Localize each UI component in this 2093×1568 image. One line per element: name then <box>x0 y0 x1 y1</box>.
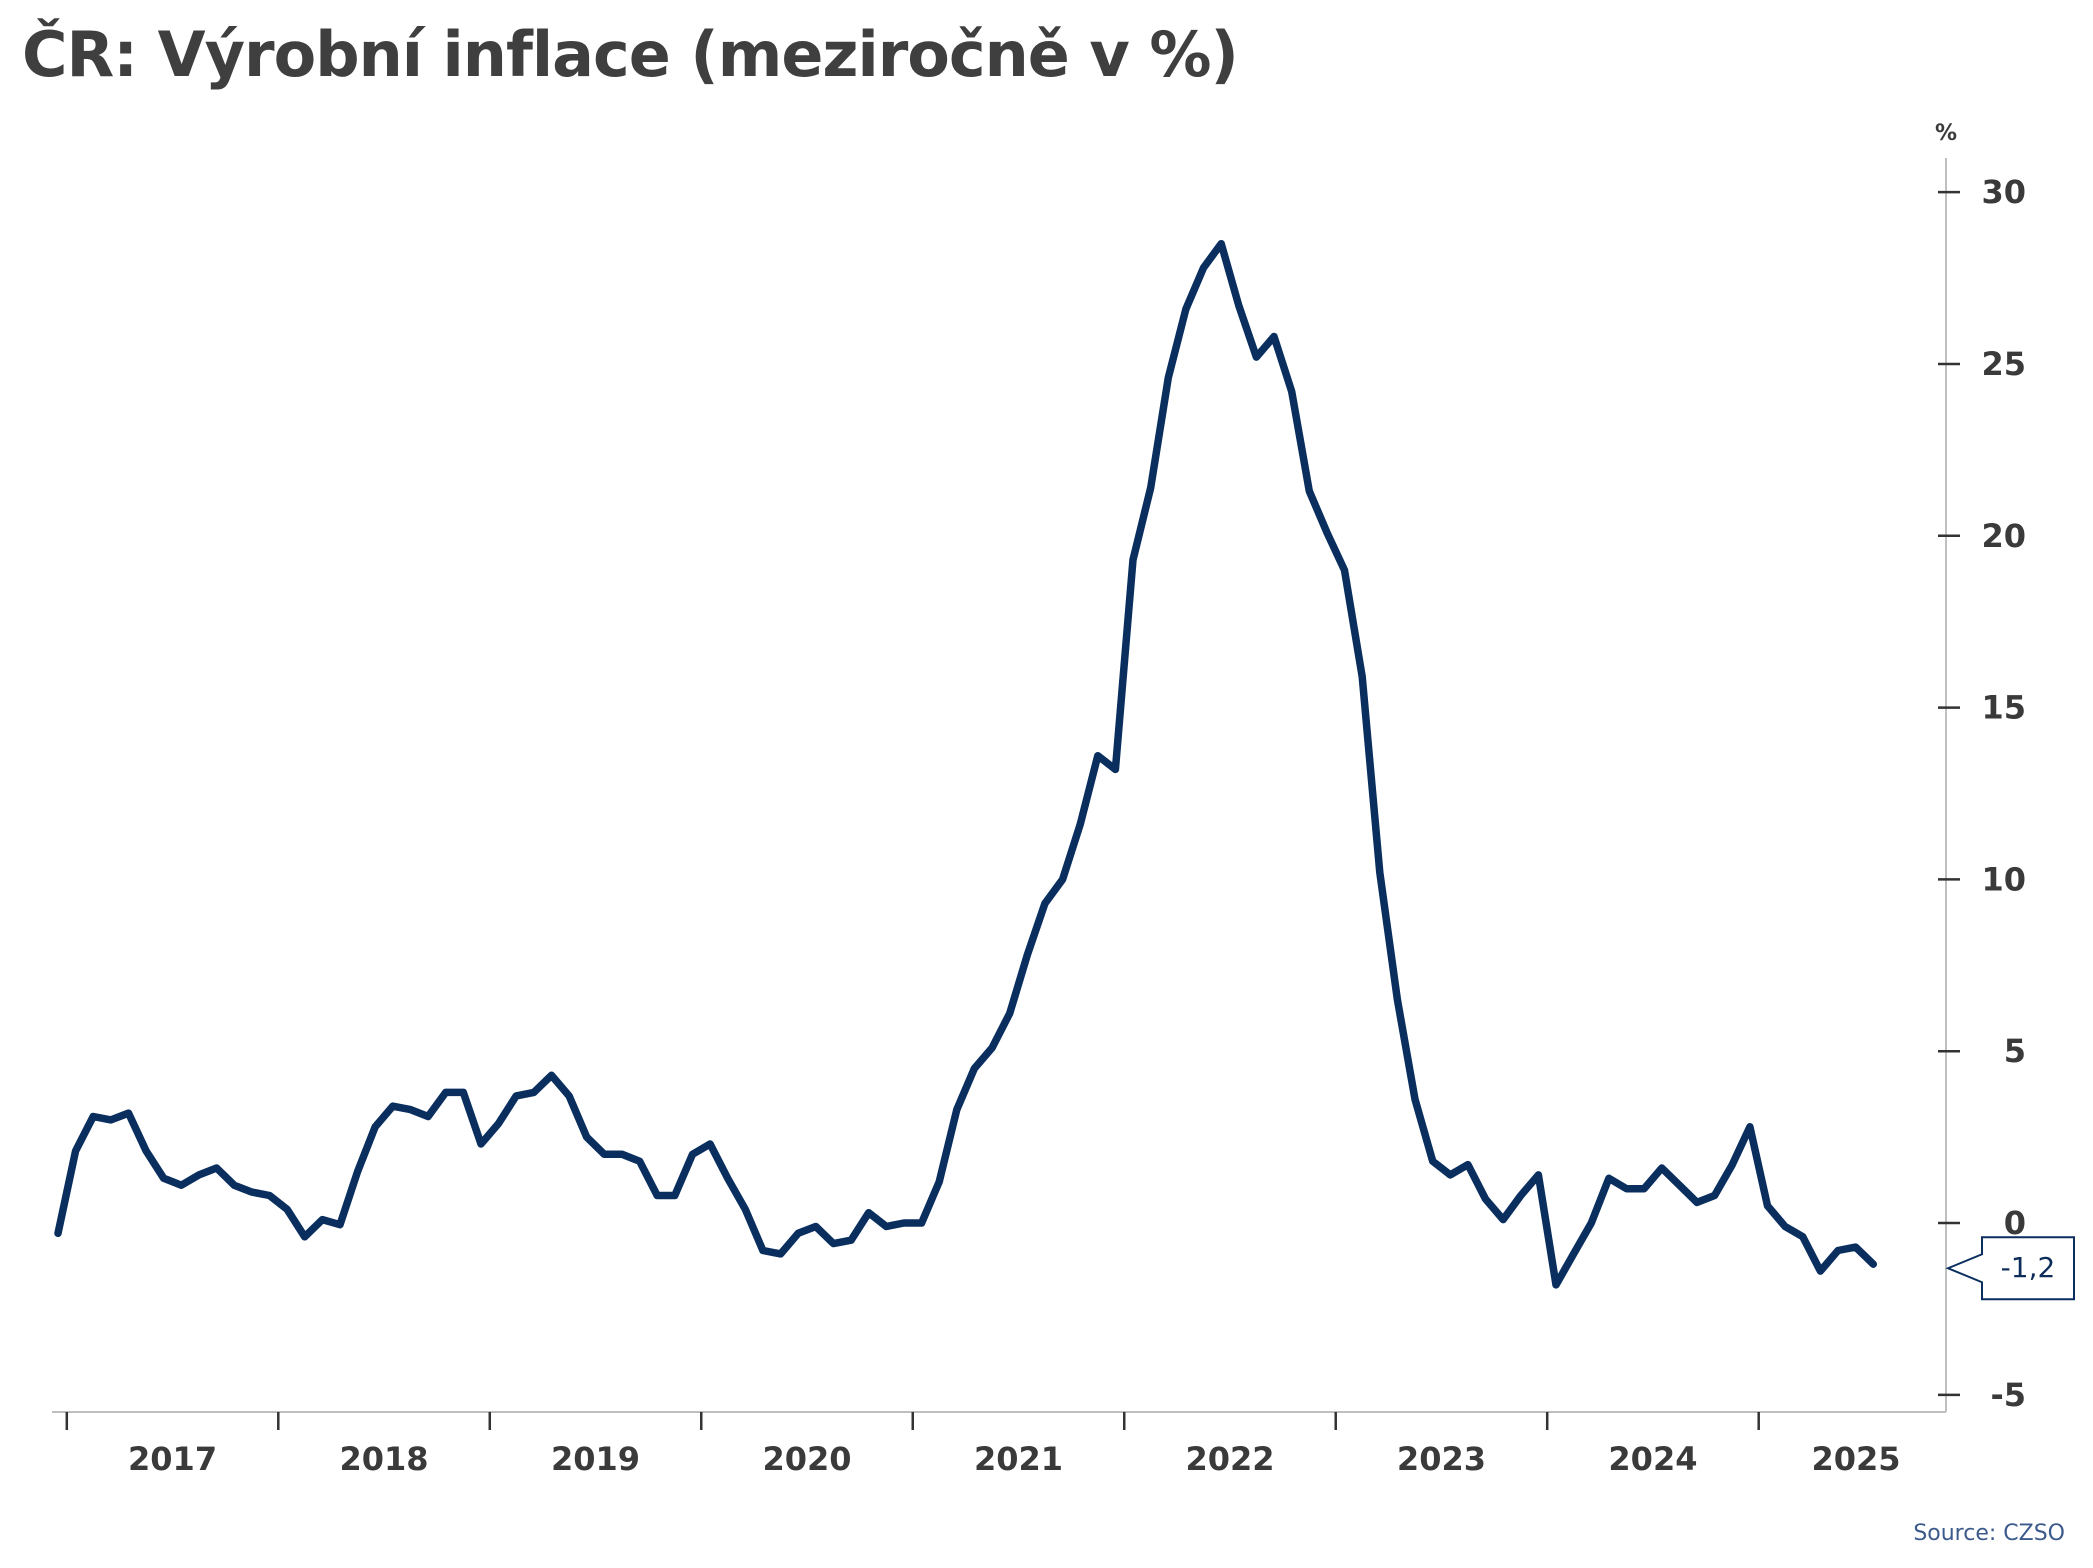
x-tick-label: 2023 <box>1397 1440 1486 1478</box>
y-tick-label: 25 <box>1981 345 2026 383</box>
x-tick-label: 2025 <box>1811 1440 1900 1478</box>
y-tick-label: 0 <box>2004 1204 2026 1242</box>
axes <box>52 158 1947 1413</box>
x-tick-label: 2017 <box>128 1440 217 1478</box>
x-tick-label: 2024 <box>1608 1440 1697 1478</box>
y-axis-unit-label: % <box>1935 121 1957 146</box>
x-tick-label: 2021 <box>974 1440 1063 1478</box>
chart-title: ČR: Výrobní inflace (meziročně v %) <box>22 18 1239 91</box>
y-tick-label: 5 <box>2004 1032 2026 1070</box>
y-tick-label: 30 <box>1981 173 2026 211</box>
source-note: Source: CZSO <box>1913 1521 2065 1546</box>
x-tick-label: 2020 <box>762 1440 851 1478</box>
y-tick-label: -5 <box>1990 1376 2026 1414</box>
last-value-label: -1,2 <box>2001 1251 2056 1284</box>
last-value-callout-box <box>1945 1236 2075 1301</box>
y-tick-label: 15 <box>1981 689 2026 727</box>
x-tick-label: 2018 <box>340 1440 429 1478</box>
series-line <box>54 239 1878 1289</box>
x-tick-label: 2022 <box>1185 1440 1274 1478</box>
last-value-callout: -1,2 <box>1945 1236 2075 1301</box>
y-tick-label: 10 <box>1981 860 2026 898</box>
x-tick-label: 2019 <box>551 1440 640 1478</box>
y-tick-label: 20 <box>1981 517 2026 555</box>
